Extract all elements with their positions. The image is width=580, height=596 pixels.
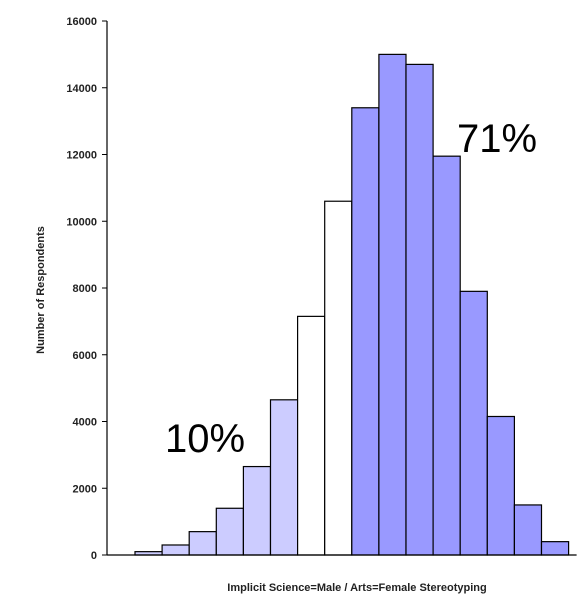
y-axis-title: Number of Respondents [35, 226, 47, 354]
y-tick-label: 2000 [73, 483, 97, 495]
histogram-bar-16 [540, 541, 570, 556]
y-tick-label: 10000 [66, 216, 97, 228]
y-tick-label: 14000 [66, 83, 97, 95]
histogram-bar-9 [351, 107, 380, 556]
annotation-low-percent: 10% [165, 417, 245, 461]
histogram-bar-7 [297, 315, 326, 556]
x-axis-title: Implicit Science=Male / Arts=Female Ster… [227, 582, 486, 594]
y-tick-label: 12000 [66, 150, 97, 162]
y-tick-label: 4000 [73, 417, 97, 429]
histogram-bar-12 [432, 155, 461, 556]
y-axis-ticks: 0 2000 4000 6000 8000 10000 12000 14000 16000 [66, 16, 107, 562]
histogram-bar-5 [242, 465, 272, 556]
histogram-bar-4 [215, 507, 245, 556]
annotation-high-percent: 71% [457, 117, 537, 161]
histogram-bar-13 [459, 290, 488, 556]
histogram-bar-10 [378, 53, 407, 556]
histogram-bar-3 [188, 531, 217, 556]
histogram-bar-6 [269, 399, 299, 556]
histogram-bar-14 [486, 415, 515, 556]
histogram-bar-15 [513, 504, 543, 556]
histogram-bar-8 [324, 200, 353, 556]
y-tick-label: 6000 [73, 350, 97, 362]
y-tick-label: 16000 [66, 16, 97, 28]
y-tick-label: 0 [91, 550, 97, 562]
bars [134, 53, 570, 556]
histogram-bar-2 [161, 544, 190, 556]
y-tick-label: 8000 [73, 283, 97, 295]
histogram-bar-11 [405, 63, 434, 556]
